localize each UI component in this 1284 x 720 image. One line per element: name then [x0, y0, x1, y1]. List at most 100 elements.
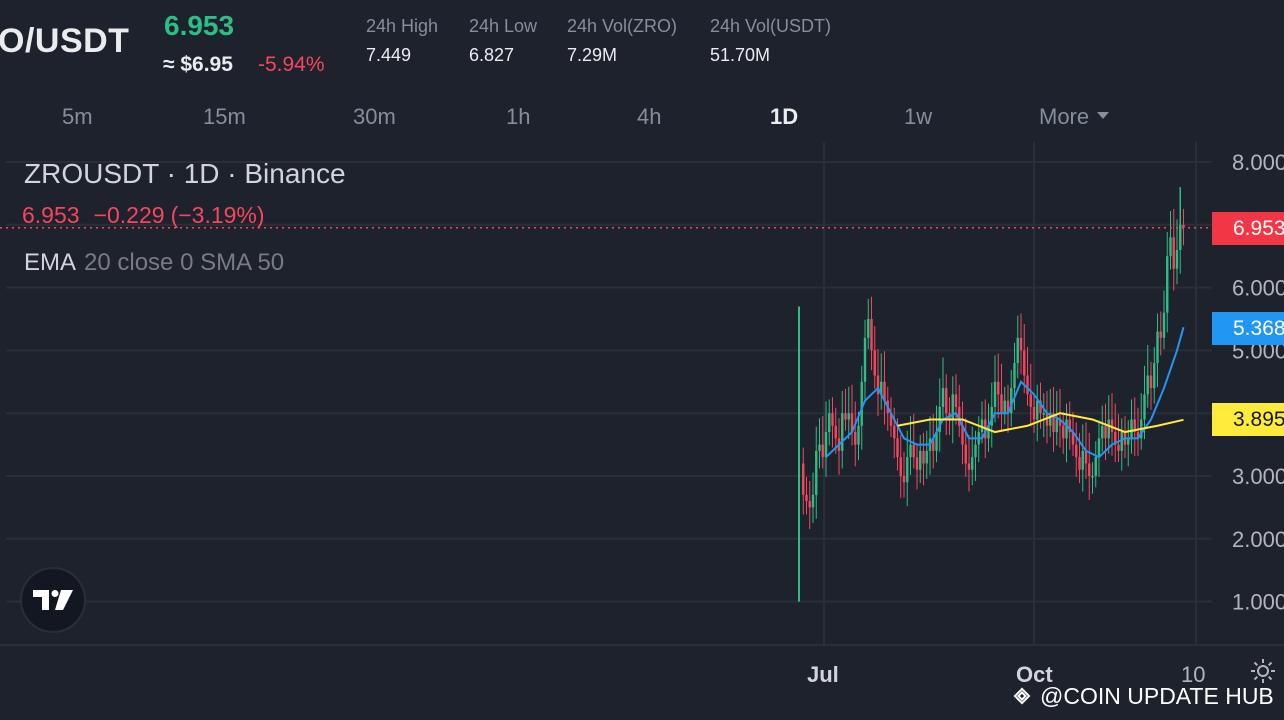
indicator-name: EMA	[24, 249, 77, 276]
candle-body	[1023, 350, 1026, 376]
market-header: O/USDT 6.953 ≈ $6.95 -5.94% 24h High 7.4…	[0, 0, 1284, 92]
candle-body	[919, 450, 922, 470]
candle-body	[987, 425, 990, 439]
candle-body	[802, 463, 805, 495]
tab-1h[interactable]: 1h	[506, 104, 531, 129]
timeframe-tabs: 5m 15m 30m 1h 4h 1D 1w More	[0, 92, 1284, 142]
tab-more[interactable]: More	[1039, 104, 1110, 130]
tab-15m[interactable]: 15m	[203, 104, 246, 129]
stat-label: 24h High	[366, 16, 439, 36]
candle-body	[1019, 337, 1023, 351]
candle-body	[899, 457, 902, 476]
stat-24h-vol-base: 24h Vol(ZRO) 7.29M	[567, 16, 677, 66]
candle-body	[860, 381, 863, 426]
candle-body	[870, 319, 873, 351]
candle-body	[935, 432, 938, 451]
stat-24h-low: 24h Low 6.827	[469, 16, 537, 66]
candle-body	[808, 501, 811, 508]
chart-grid	[0, 142, 1284, 646]
candle-body	[1130, 419, 1133, 439]
candle-body	[1120, 432, 1123, 451]
candle-body	[1078, 457, 1081, 470]
candle-body	[967, 463, 971, 470]
candle-body	[915, 457, 919, 470]
tab-1w[interactable]: 1w	[904, 104, 933, 129]
candle-body	[1146, 375, 1149, 395]
candle-body	[1094, 457, 1097, 476]
x-tick-label: Jul	[807, 662, 839, 687]
stat-24h-high: 24h High 7.449	[366, 16, 438, 66]
sma-price-tag: 3.895	[1212, 403, 1284, 436]
stat-value: 6.827	[469, 45, 515, 65]
y-tick-label: 3.000	[1232, 464, 1284, 489]
candle-body	[896, 438, 899, 458]
candle-body	[958, 406, 961, 426]
tab-4h[interactable]: 4h	[637, 104, 662, 129]
candle-body	[925, 450, 928, 464]
tab-30m[interactable]: 30m	[353, 104, 396, 129]
candle-body	[1032, 406, 1036, 420]
indicator-lines	[0, 227, 1212, 459]
candle-body	[909, 444, 912, 458]
tradingview-logo-mark	[33, 590, 73, 610]
candle-body	[1153, 362, 1156, 389]
candle-body	[811, 494, 815, 508]
candle-body	[1149, 375, 1153, 389]
candle-body	[893, 425, 896, 439]
candle-body	[883, 381, 886, 401]
y-tick-label: 1.000	[1232, 590, 1284, 615]
candle-body	[1075, 444, 1078, 458]
candle-body	[1107, 419, 1110, 439]
candle-body	[828, 413, 831, 433]
candle-body	[1101, 425, 1104, 439]
candle-body	[1091, 476, 1094, 478]
chart-legend-price: 6.953 −0.229 (−3.19%)	[22, 202, 279, 229]
candle-body	[1071, 432, 1075, 445]
candle-body	[932, 438, 935, 451]
legend-change-percent: (−3.19%)	[170, 202, 265, 228]
candle-body	[1042, 413, 1045, 415]
tab-5m[interactable]: 5m	[62, 104, 93, 129]
ema-line	[825, 327, 1185, 459]
candle-body	[1065, 419, 1068, 439]
candle-body	[1045, 413, 1049, 426]
candle-body	[824, 432, 828, 458]
stat-value: 7.449	[366, 45, 412, 65]
candle-body	[815, 450, 818, 495]
tab-1d[interactable]: 1D	[770, 104, 799, 129]
candle-body	[1133, 419, 1136, 433]
indicator-legend[interactable]: EMA 20 close 0 SMA 50	[24, 249, 284, 277]
gear-icon[interactable]	[1248, 656, 1278, 686]
candle-body	[1058, 419, 1062, 426]
candle-body	[1104, 425, 1107, 439]
candle-body	[990, 406, 993, 426]
chart-legend-title[interactable]: ZROUSDT · 1D · Binance	[24, 158, 346, 189]
tradingview-logo-icon[interactable]	[20, 567, 86, 633]
candle-body	[844, 413, 847, 420]
candle-body	[818, 444, 821, 451]
candle-body	[867, 319, 870, 338]
candle-body	[993, 381, 997, 407]
candle-body	[854, 432, 857, 445]
candle-body	[1159, 331, 1162, 338]
candle-body	[1084, 450, 1088, 464]
candle-body	[1182, 224, 1185, 228]
candle-body	[850, 413, 854, 433]
watermark: @COIN UPDATE HUB	[1008, 682, 1274, 710]
candle-body	[889, 413, 893, 426]
binance-diamond-icon	[1013, 687, 1031, 705]
legend-change: −0.229	[93, 202, 165, 228]
candle-body	[876, 375, 880, 395]
candle-body	[1049, 413, 1052, 426]
candle-body	[945, 388, 948, 414]
pair-title[interactable]: O/USDT	[0, 22, 130, 60]
candle-body	[971, 457, 974, 470]
ema-price-tag: 5.368	[1212, 312, 1284, 345]
candle-body	[961, 425, 964, 445]
legend-price: 6.953	[22, 202, 80, 228]
y-tick-label: 2.000	[1232, 527, 1284, 552]
stat-label: 24h Low	[469, 16, 538, 36]
candle-body	[1013, 362, 1016, 389]
y-tick-label: 8.000	[1232, 150, 1284, 175]
